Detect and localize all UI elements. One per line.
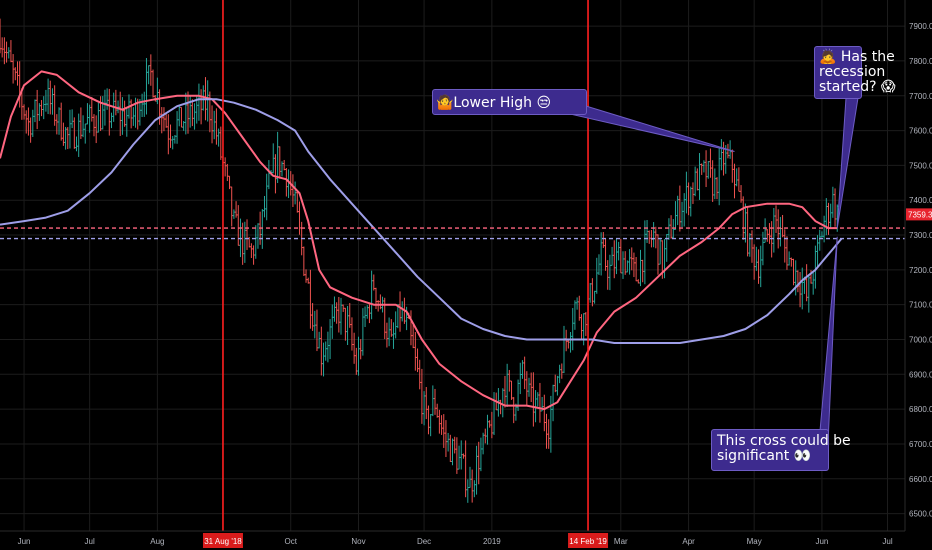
last-price-box — [906, 208, 932, 221]
price-tick-label: 6700.0 — [909, 440, 932, 449]
moving-averages — [0, 70, 843, 411]
callout-lower-high-text: 🤷Lower High 😒 — [436, 95, 552, 111]
callout-recession-line-2: recession — [819, 64, 886, 80]
price-tick-label: 6500.0 — [909, 510, 932, 519]
time-tick-label: Dec — [417, 537, 431, 546]
time-axis-background — [0, 531, 905, 550]
time-tick-label: Mar — [614, 537, 628, 546]
time-tick-label: Apr — [682, 537, 695, 546]
callout-cross[interactable]: This cross could be significant 👀 — [711, 429, 851, 471]
time-tick-label: Jun — [815, 537, 828, 546]
time-tick-label: Jul — [882, 537, 892, 546]
price-tick-label: 6800.0 — [909, 405, 932, 414]
price-tick-label: 7700.0 — [909, 92, 932, 101]
moving-average-line-2 — [0, 98, 843, 344]
time-tick-label: May — [747, 537, 762, 546]
price-tick-label: 7800.0 — [909, 57, 932, 66]
callout-recession-line-1: 🙇 Has the — [819, 49, 895, 65]
time-tick-label: Jun — [18, 537, 31, 546]
vertical-marker-date-label: 14 Feb '19 — [569, 537, 607, 546]
callout-lower-high[interactable]: 🤷Lower High 😒 — [432, 89, 587, 115]
price-tick-label: 7000.0 — [909, 335, 932, 344]
callout-cross-line-2: significant 👀 — [717, 448, 812, 464]
price-tick-label: 7100.0 — [909, 301, 932, 310]
price-tick-label: 6600.0 — [909, 475, 932, 484]
last-price-label: 7359.3 — [908, 210, 932, 219]
horizontal-levels — [0, 227, 905, 240]
price-tick-label: 7200.0 — [909, 266, 932, 275]
time-tick-label: Nov — [351, 537, 365, 546]
vertical-marker-date-box — [568, 533, 609, 548]
vertical-marker-date-box — [202, 533, 243, 548]
price-axis-background — [905, 0, 932, 550]
callout-recession-line-3: started? 😱 — [819, 79, 896, 95]
vertical-marker-date-label: 31 Aug '18 — [204, 537, 242, 546]
time-tick-label: Aug — [150, 537, 164, 546]
price-tick-label: 7500.0 — [909, 161, 932, 170]
price-tick-label: 7600.0 — [909, 127, 932, 136]
price-tick-label: 6900.0 — [909, 370, 932, 379]
time-tick-label: Jul — [85, 537, 95, 546]
price-tick-label: 7400.0 — [909, 196, 932, 205]
callout-cross-line-1: This cross could be — [717, 433, 851, 449]
time-tick-label: Oct — [285, 537, 298, 546]
grid — [0, 0, 905, 531]
time-tick-label: 2019 — [483, 537, 501, 546]
moving-average-line-1 — [0, 70, 838, 411]
callout-recession[interactable]: 🙇 Has the recession started? 😱 — [814, 46, 896, 99]
price-tick-label: 7900.0 — [909, 22, 932, 31]
price-tick-label: 7300.0 — [909, 231, 932, 240]
